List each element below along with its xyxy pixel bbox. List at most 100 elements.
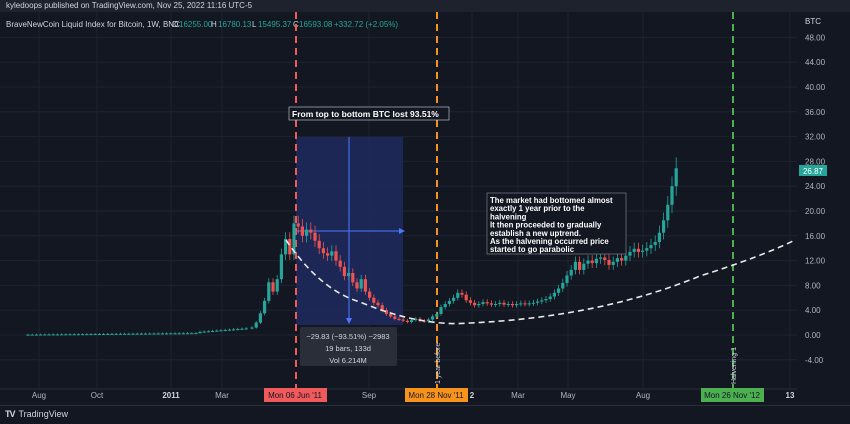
ohlc-change: +332.72 (+2.05%): [334, 20, 398, 29]
candle-body: [477, 304, 481, 306]
candle-body: [55, 334, 59, 336]
candle-body: [114, 333, 118, 335]
candle-body: [527, 303, 531, 305]
candle-body: [544, 299, 548, 301]
uptrend-note-line: exactly 1 year prior to the: [490, 204, 585, 213]
tradingview-logo[interactable]: TV TradingView: [5, 409, 68, 419]
candle-body: [118, 333, 122, 335]
candle-body: [624, 255, 628, 261]
ohlc-high-value: 16780.13: [218, 20, 252, 29]
ohlc-low-value: 15495.37: [258, 20, 292, 29]
time-marker-orange[interactable]: [405, 388, 468, 402]
candle-body: [426, 319, 430, 322]
candle-body: [359, 279, 363, 289]
candle-body: [89, 334, 93, 336]
candle-body: [34, 334, 38, 336]
candle-body: [519, 303, 523, 305]
candle-body: [258, 313, 262, 323]
time-marker-green-label: Mon 26 Nov '12: [704, 391, 760, 400]
candle-body: [47, 334, 51, 336]
measure-change: −29.83 (−93.51%) −2983: [306, 332, 389, 341]
candle-body: [641, 250, 645, 252]
price-tick-label: 44.00: [805, 58, 826, 67]
time-label-oct: Oct: [91, 391, 104, 400]
top-bottom-label: From top to bottom BTC lost 93.51%: [292, 109, 439, 119]
candle-body: [279, 254, 283, 280]
candle-body: [26, 334, 30, 336]
ohlc-open-value: 16255.00: [179, 20, 213, 29]
candle-body: [460, 292, 464, 295]
candle-body: [152, 333, 156, 335]
candle-body: [380, 305, 384, 311]
candle-body: [342, 266, 346, 277]
candle-body: [414, 318, 418, 321]
halvening-label: Halvening 1: [731, 347, 738, 384]
candle-body: [548, 296, 552, 300]
candle-body: [72, 334, 76, 336]
candle-body: [536, 301, 540, 303]
time-label-aug-2: Aug: [636, 391, 650, 400]
year-before-label: 1 year before: [435, 343, 442, 384]
candle-body: [372, 297, 376, 303]
candle-body: [338, 260, 342, 267]
current-price-badge: [799, 165, 827, 176]
candle-body: [271, 282, 275, 292]
candle-body: [236, 329, 240, 331]
candle-body: [267, 282, 271, 301]
time-axis[interactable]: Aug Oct 2011 Mar Sep 2 Mar May Aug 13 Mo…: [0, 388, 797, 402]
candle-body: [43, 334, 47, 336]
candle-body: [85, 334, 89, 336]
candle-body: [666, 204, 670, 221]
chart-area[interactable]: BraveNewCoin Liquid Index for Bitcoin, 1…: [0, 12, 850, 405]
candle-body: [326, 253, 330, 256]
top-bottom-label-box[interactable]: [288, 106, 450, 121]
candle-body: [106, 333, 110, 335]
candle-body: [127, 333, 131, 335]
candle-body: [573, 261, 577, 270]
candle-body: [156, 333, 160, 335]
candle-body: [292, 223, 296, 255]
measure-bars: 19 bars, 133d: [325, 344, 371, 353]
price-ticks: 48.00 44.00 40.00 36.00 32.00 28.00 24.00 20.00…: [805, 33, 826, 364]
grid: [0, 12, 797, 389]
candle-body: [177, 333, 181, 335]
candle-body: [232, 329, 236, 331]
candle-body: [215, 330, 219, 332]
candle-body: [334, 251, 338, 261]
price-tick-label: 12.00: [805, 257, 826, 266]
candle-body: [431, 316, 435, 320]
candle-body: [305, 229, 309, 236]
candle-body: [464, 294, 468, 301]
candle-body: [300, 226, 304, 236]
time-marker-red[interactable]: [264, 388, 327, 402]
price-axis-bg: [797, 12, 850, 389]
candle-body: [60, 334, 64, 336]
time-marker-green[interactable]: [701, 388, 764, 402]
candle-body: [456, 292, 460, 298]
price-axis[interactable]: BTC 48.00 44.00 40.00 36.00 32.00 28.00 24.00 2…: [797, 12, 850, 389]
uptrend-note-line: started to go parabolic: [490, 245, 575, 254]
chart-svg[interactable]: BraveNewCoin Liquid Index for Bitcoin, 1…: [0, 12, 850, 405]
candle-body: [552, 292, 556, 297]
candle-body: [186, 333, 190, 335]
candle-body: [181, 333, 185, 335]
candle-body: [160, 333, 164, 335]
candle-body: [410, 320, 414, 322]
uptrend-note-box[interactable]: [486, 192, 627, 255]
candle-body: [468, 300, 472, 303]
publish-bar: kyledoops published on TradingView.com, …: [0, 0, 850, 12]
candle-body: [502, 302, 506, 305]
candle-body: [485, 302, 489, 304]
candle-body: [603, 257, 607, 260]
uptrend-note-line: halvening: [490, 212, 527, 221]
candle-body: [102, 333, 106, 335]
candle-body: [582, 263, 586, 270]
candle-body: [452, 297, 456, 301]
candle-body: [211, 330, 215, 332]
candle-body: [435, 313, 439, 317]
candle-body: [169, 333, 173, 335]
candle-body: [531, 302, 535, 304]
candle-body: [76, 334, 80, 336]
candle-body: [223, 330, 227, 332]
candle-body: [110, 333, 114, 335]
